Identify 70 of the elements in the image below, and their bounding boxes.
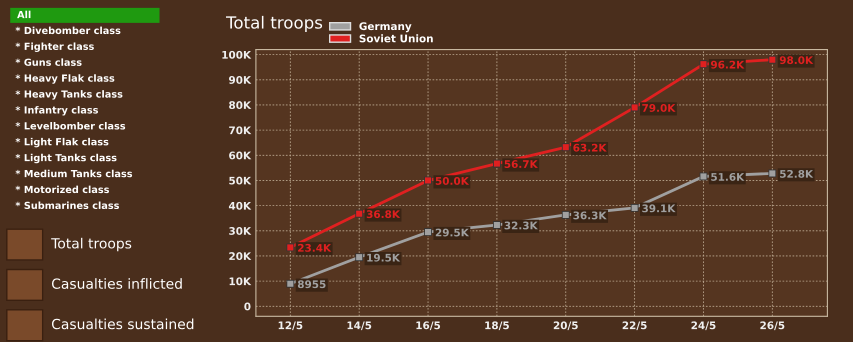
data-label: 96.2K xyxy=(710,60,744,69)
y-tick-label: 90K xyxy=(229,76,252,84)
text: All xyxy=(17,10,30,18)
data-label: 51.6K xyxy=(711,172,744,181)
data-label: 32.3K xyxy=(504,222,538,230)
x-tick-label: 26/5 xyxy=(760,321,784,330)
text: * Light Tanks class xyxy=(16,154,117,164)
text: * Heavy Tanks class xyxy=(16,90,122,100)
text: Casualties inflicted xyxy=(52,278,182,289)
point xyxy=(355,210,364,218)
text: * Submarines class xyxy=(16,202,119,210)
x-tick-label: 14/5 xyxy=(348,322,372,330)
point xyxy=(562,143,570,152)
text: * Motorized class xyxy=(16,186,109,194)
y-tick-label: 40K xyxy=(228,202,252,210)
text: * Divebomber class xyxy=(16,26,120,34)
y-tick-label: 60K xyxy=(229,152,252,160)
x-tick-label: 18/5 xyxy=(485,321,509,330)
point xyxy=(493,221,501,229)
point xyxy=(424,228,432,236)
point xyxy=(355,253,364,262)
legend-label: Germany xyxy=(359,22,412,32)
point xyxy=(493,160,501,168)
data-label: 8955 xyxy=(298,280,326,288)
point xyxy=(286,280,294,288)
text: Total troops xyxy=(51,238,132,252)
point xyxy=(768,56,776,64)
y-tick-label: 80K xyxy=(229,101,252,110)
data-label: 36.3K xyxy=(573,211,607,220)
data-label: 98.0K xyxy=(780,56,814,64)
text: * Medium Tanks class xyxy=(16,170,132,178)
text: * Light Flak class xyxy=(16,138,108,148)
point xyxy=(700,60,708,68)
data-label: 23.4K xyxy=(298,244,332,252)
text: * Levelbomber class xyxy=(16,122,126,130)
x-tick-label: 22/5 xyxy=(622,321,647,330)
text: * Heavy Flak class xyxy=(16,74,114,84)
chart-title: Total troops xyxy=(226,16,322,32)
x-tick-label: 20/5 xyxy=(554,321,578,330)
x-tick-label: 16/5 xyxy=(416,321,440,330)
y-tick-label: 50K xyxy=(229,176,252,185)
point xyxy=(768,170,776,178)
data-label: 79.0K xyxy=(642,104,676,112)
text: * Infantry class xyxy=(16,106,98,116)
x-tick-label: 12/5 xyxy=(278,321,302,330)
data-label: 36.8K xyxy=(366,210,400,218)
y-tick-label: 0 xyxy=(244,302,251,310)
point xyxy=(630,204,639,212)
y-tick-label: 10K xyxy=(230,277,252,286)
legend-label: Soviet Union xyxy=(360,34,433,42)
point xyxy=(630,104,639,112)
y-tick-label: 100K xyxy=(222,50,252,59)
x-tick-label: 24/5 xyxy=(692,321,716,330)
text: * Fighter class xyxy=(16,42,94,52)
text: * Guns class xyxy=(16,58,82,66)
point xyxy=(700,172,708,180)
point xyxy=(286,244,294,252)
text: Casualties sustained xyxy=(52,318,194,330)
data-label: 56.7K xyxy=(504,160,538,168)
y-tick-label: 20K xyxy=(229,252,252,260)
data-label: 29.5K xyxy=(436,228,470,236)
data-label: 52.8K xyxy=(780,170,814,178)
point xyxy=(562,211,570,219)
data-label: 63.2K xyxy=(573,144,607,152)
data-label: 19.5K xyxy=(367,254,400,262)
data-label: 39.1K xyxy=(642,204,676,212)
point xyxy=(424,176,432,184)
y-tick-label: 30K xyxy=(229,227,252,235)
y-tick-label: 70K xyxy=(229,126,252,134)
data-label: 50.0K xyxy=(436,176,470,185)
